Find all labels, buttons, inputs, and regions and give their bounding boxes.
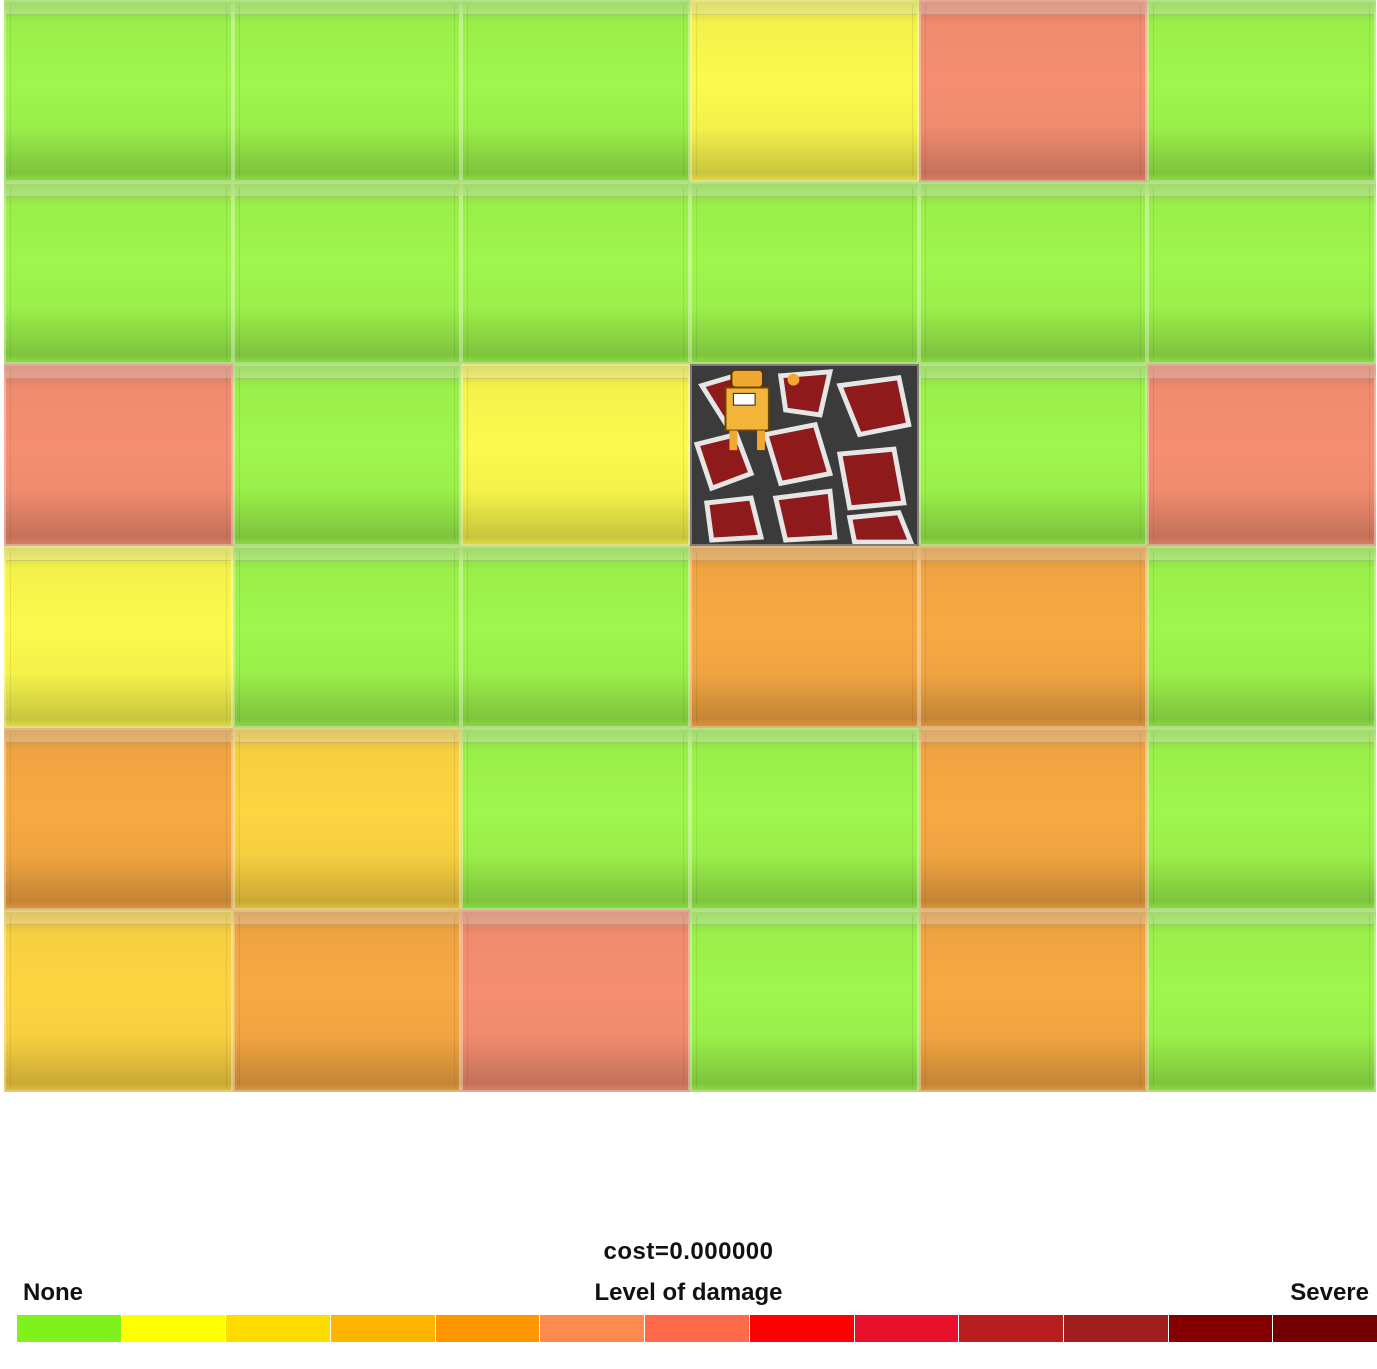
grid-cell-level-2 (232, 728, 462, 910)
grid-cell-level-0 (1147, 0, 1376, 182)
grid-cell-level-0 (690, 182, 919, 364)
grid-cell-level-0 (232, 546, 462, 728)
grid-cell-level-1 (461, 364, 690, 546)
legend-none-label: None (23, 1279, 83, 1306)
colorbar-swatch (1063, 1315, 1169, 1342)
colorbar-swatch (959, 1315, 1064, 1342)
grid-cell-level-3 (918, 546, 1148, 728)
legend-severe-label: Severe (1290, 1279, 1369, 1306)
colorbar-swatch (1168, 1315, 1274, 1342)
colorbar-swatch (17, 1315, 122, 1342)
grid-cell-level-0 (232, 0, 462, 182)
grid-cell-level-4 (4, 364, 233, 546)
cost-readout: cost=0.000000 (603, 1238, 774, 1265)
grid-cell-level-4 (918, 0, 1148, 182)
grid-cell-level-0 (232, 364, 462, 546)
grid-cell-level-3 (918, 728, 1148, 910)
grid-cell-level-0 (690, 728, 919, 910)
legend-title: Level of damage (594, 1279, 783, 1306)
grid-cell-level-0 (1147, 910, 1376, 1092)
grid-cell-level-3 (232, 910, 462, 1092)
colorbar-swatch (121, 1315, 227, 1342)
grid-cell-level-0 (461, 546, 690, 728)
grid-cell-level-4 (1147, 364, 1376, 546)
robot-on-cracked-floor-icon (690, 364, 919, 546)
colorbar-swatch (749, 1315, 855, 1342)
grid-cell-level-3 (918, 910, 1148, 1092)
colorbar-swatch (854, 1315, 960, 1342)
grid-cell-level-1 (4, 546, 233, 728)
grid-cell-level-0 (1147, 546, 1376, 728)
grid-cell-level-0 (4, 0, 233, 182)
grid-cell-level-1 (690, 0, 919, 182)
grid-cell-level-0 (461, 182, 690, 364)
colorbar-swatch (435, 1315, 541, 1342)
colorbar-swatch (331, 1315, 436, 1342)
grid-cell-level-0 (918, 182, 1148, 364)
grid-cell-level-3 (4, 728, 233, 910)
grid-cell-level-0 (4, 182, 233, 364)
grid-cell-level-0 (918, 364, 1148, 546)
colorbar-swatch (645, 1315, 750, 1342)
grid-cell-level-0 (461, 0, 690, 182)
colorbar-swatch (226, 1315, 332, 1342)
grid-cell-level-2 (4, 910, 233, 1092)
grid-cell-level-0 (232, 182, 462, 364)
grid-cell-level-0 (1147, 728, 1376, 910)
grid-cell-level-4 (461, 910, 690, 1092)
damage-grid (4, 0, 1376, 1092)
colorbar-swatch (540, 1315, 646, 1342)
grid-cell-level-3 (690, 546, 919, 728)
colorbar-swatch (1273, 1315, 1377, 1342)
grid-cell-level-0 (461, 728, 690, 910)
grid-cell-level-0 (690, 910, 919, 1092)
damage-colorbar (17, 1315, 1377, 1342)
grid-cell-level-0 (1147, 182, 1376, 364)
